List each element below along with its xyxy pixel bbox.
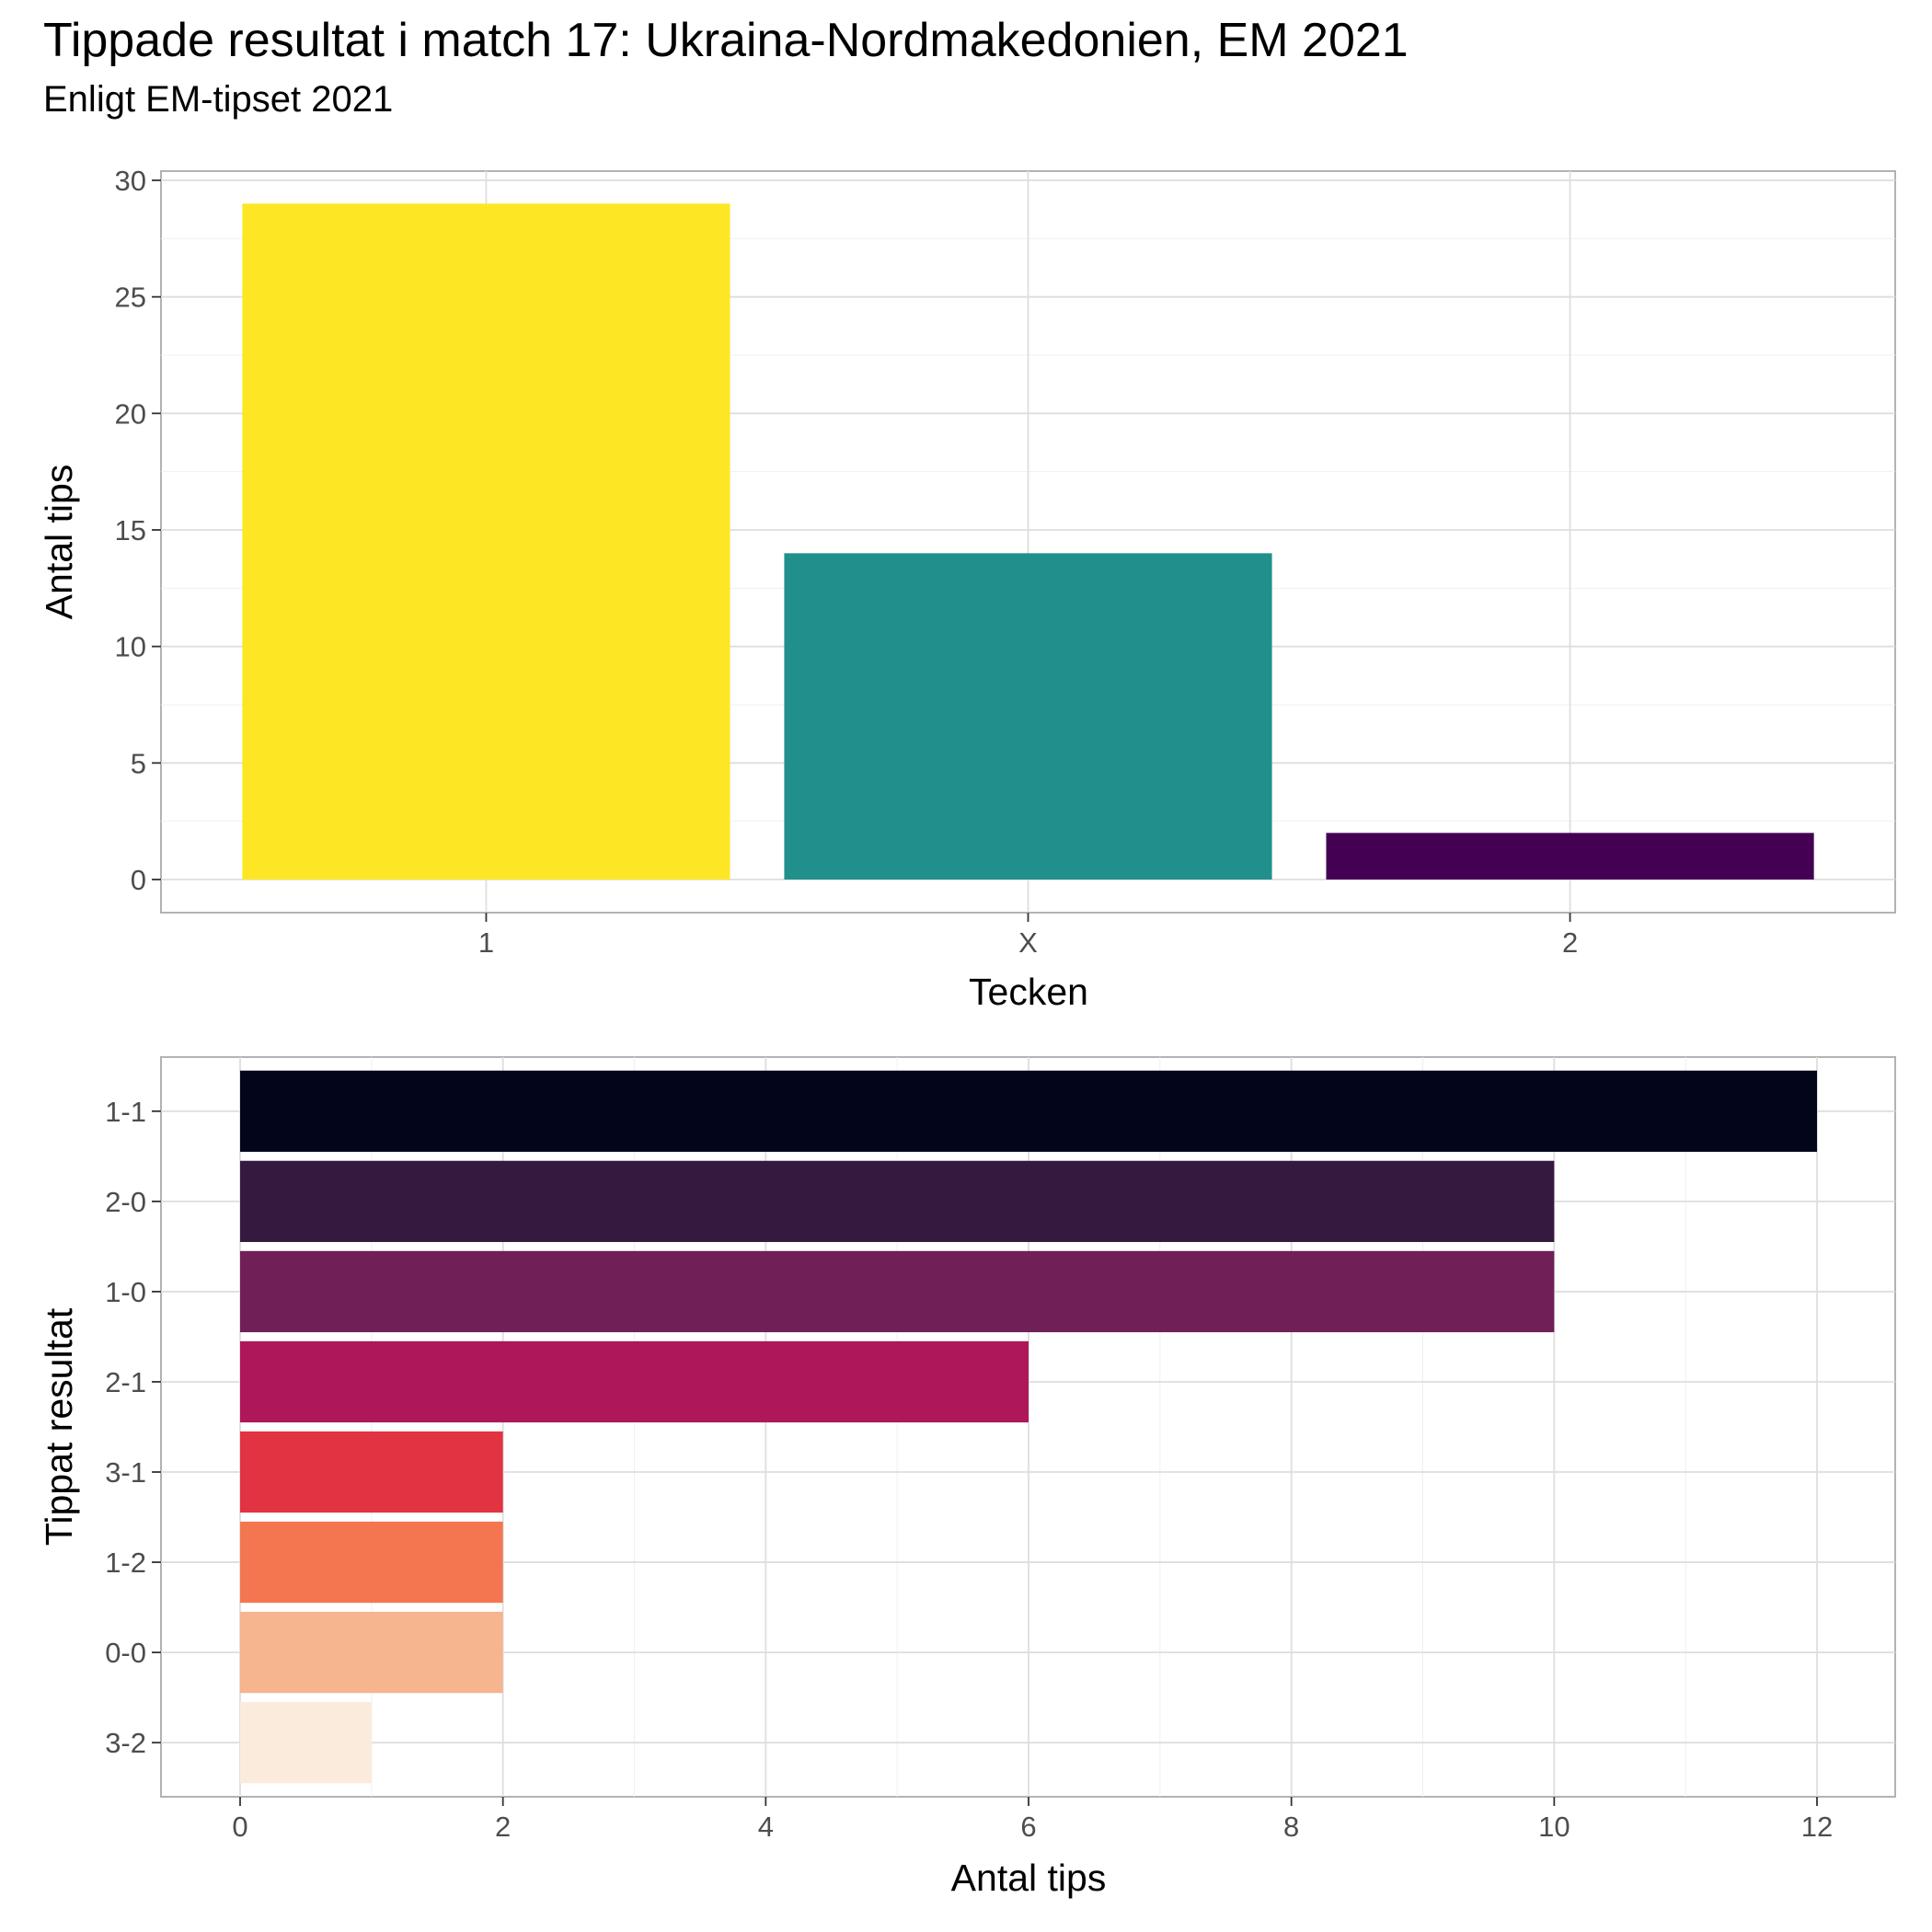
y-tick-label: 5 [131, 747, 146, 779]
x-tick-label: 2 [1562, 926, 1578, 959]
y-tick-label: 10 [115, 631, 146, 663]
y-tick-label: 0-0 [105, 1637, 146, 1669]
y-tick-label: 25 [115, 282, 146, 314]
chart-title: Tippade resultat i match 17: Ukraina-Nor… [43, 14, 1409, 67]
bar-1-1 [240, 1070, 1817, 1152]
y-axis-title-1: Antal tips [38, 465, 80, 620]
x-tick-label: X [1018, 926, 1038, 959]
x-tick-label: 1 [478, 926, 494, 959]
bar-3-2 [240, 1702, 372, 1784]
y-tick-label: 3-1 [105, 1456, 146, 1489]
bar-1-2 [240, 1521, 503, 1604]
bar-X [784, 553, 1272, 880]
y-tick-label: 3-2 [105, 1727, 146, 1759]
y-axis-title-2: Tippat resultat [38, 1307, 80, 1546]
y-tick-label: 15 [115, 514, 146, 546]
x-tick-label: 10 [1538, 1811, 1570, 1843]
x-tick-label: 12 [1801, 1811, 1833, 1843]
y-tick-label: 1-2 [105, 1547, 146, 1579]
bar-3-1 [240, 1431, 503, 1513]
bar-2-1 [240, 1340, 1029, 1423]
x-tick-label: 0 [232, 1811, 247, 1843]
bar-1-0 [240, 1250, 1555, 1333]
y-tick-label: 30 [115, 165, 146, 197]
bar-0-0 [240, 1612, 503, 1694]
x-tick-label: 4 [758, 1811, 774, 1843]
y-tick-label: 2-1 [105, 1366, 146, 1398]
x-tick-label: 6 [1020, 1811, 1036, 1843]
x-axis-title-1: Tecken [969, 971, 1088, 1013]
x-tick-label: 8 [1283, 1811, 1299, 1843]
y-tick-label: 1-0 [105, 1276, 146, 1308]
y-tick-label: 20 [115, 397, 146, 430]
x-tick-label: 2 [495, 1811, 511, 1843]
chart-subtitle: Enligt EM-tipset 2021 [43, 79, 394, 120]
y-tick-label: 2-0 [105, 1186, 146, 1218]
bar-2 [1326, 833, 1814, 880]
bar-1 [242, 203, 730, 880]
bar-2-0 [240, 1160, 1555, 1242]
y-tick-label: 1-1 [105, 1096, 146, 1128]
x-axis-title-2: Antal tips [951, 1857, 1107, 1899]
y-tick-label: 0 [131, 864, 146, 896]
